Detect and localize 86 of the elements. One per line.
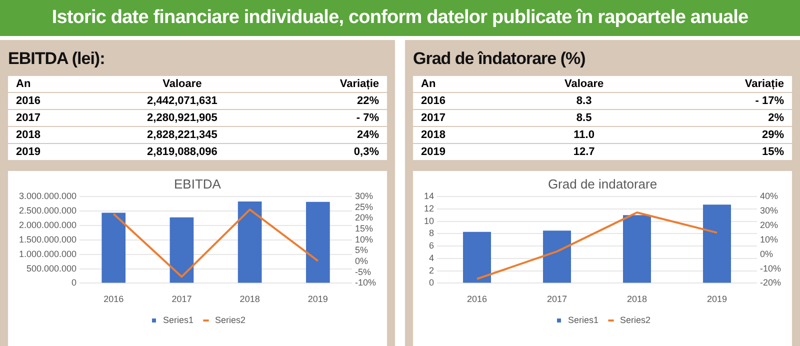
y-tick-label: 1.500.000.000 [18, 234, 77, 244]
text: Variație [653, 76, 792, 92]
y-tick-label: 6 [428, 240, 434, 251]
text: 2% [653, 110, 792, 126]
y2-tick-label: -10% [760, 263, 782, 274]
y2-tick-label: 25% [354, 202, 374, 212]
x-tick-label: 2019 [308, 294, 328, 304]
text: Valoare [514, 76, 654, 92]
text: 2018 [8, 126, 92, 144]
y-tick-label: 10 [424, 216, 434, 226]
y2-tick-label: 15% [354, 224, 374, 234]
text: 15% [653, 144, 792, 160]
y-tick-label: 0 [72, 278, 77, 288]
x-tick-label: 2018 [626, 294, 648, 304]
y2-tick-label: -5% [354, 266, 372, 277]
y2-tick-label: 40% [760, 191, 778, 202]
y-tick-label: 8 [428, 228, 434, 238]
bar [170, 217, 194, 283]
text: Variație [272, 76, 387, 92]
y-tick-label: 0 [428, 278, 434, 288]
y-tick-label: 4 [428, 252, 434, 263]
text: 2017 [8, 110, 92, 126]
text: 2019 [8, 144, 92, 160]
y-tick-label: 1.000.000.000 [18, 248, 77, 259]
text: 2,828,221,345 [92, 126, 272, 144]
text: 24% [272, 126, 387, 144]
text: 29% [653, 126, 792, 144]
x-tick-label: 2016 [466, 294, 488, 304]
x-tick-label: 2017 [172, 294, 192, 304]
y-tick-label: 2.000.000.000 [18, 220, 77, 230]
text: 11.0 [514, 126, 654, 144]
y2-tick-label: 30% [760, 206, 778, 216]
text: 0,3% [272, 144, 387, 160]
y-tick-label: 500.000.000 [26, 263, 77, 274]
text: 2,280,921,905 [92, 110, 272, 126]
text: 2016 [8, 92, 92, 110]
text: 2019 [413, 144, 515, 160]
bar [238, 202, 262, 283]
y-tick-label: 14 [424, 191, 434, 202]
x-tick-label: 2016 [104, 294, 124, 304]
text: 2017 [413, 110, 515, 126]
text: 2,819,088,096 [92, 144, 272, 160]
x-tick-label: 2017 [546, 294, 568, 304]
y-tick-label: 12 [424, 203, 434, 214]
legend-label: Series1 [162, 314, 194, 325]
text: - 7% [272, 110, 387, 126]
x-tick-label: 2019 [706, 294, 728, 304]
legend-label: Series2 [215, 314, 246, 325]
bar [306, 202, 330, 283]
y2-tick-label: 5% [354, 245, 368, 256]
bar [623, 215, 651, 283]
bar [102, 212, 126, 283]
y2-tick-label: -10% [354, 278, 376, 288]
bar [702, 204, 731, 283]
y-tick-label: 3.000.000.000 [18, 191, 77, 202]
legend-label: Series2 [620, 314, 651, 325]
chart-title: EBITDA [174, 176, 222, 192]
y2-tick-label: 0% [354, 256, 368, 266]
y2-tick-label: 30% [354, 191, 374, 202]
y2-tick-label: 10% [760, 234, 778, 244]
text: EBITDA (lei): [8, 48, 106, 70]
text: An [8, 76, 92, 92]
text: 2,442,071,631 [92, 92, 272, 110]
text: 8.3 [514, 92, 654, 110]
y2-tick-label: -20% [760, 278, 782, 288]
y2-tick-label: 20% [354, 212, 374, 223]
bar [543, 230, 571, 283]
text: Istoric date financiare individuale, conform datelor publicate în rapoartele anuale [0, 0, 800, 36]
y-tick-label: 2.500.000.000 [18, 206, 77, 216]
legend-label: Series1 [568, 314, 598, 325]
text: 12.7 [514, 144, 654, 160]
text: An [413, 76, 515, 92]
text: Valoare [92, 76, 272, 92]
text: Grad de îndatorare (%) [413, 48, 586, 70]
text: 8.5 [514, 110, 654, 126]
text: 2018 [413, 126, 515, 144]
y-tick-label: 2 [428, 265, 434, 276]
y2-tick-label: 0% [760, 248, 774, 259]
chart-title: Grad de indatorare [548, 176, 658, 192]
bar [463, 232, 492, 283]
text: 2016 [413, 92, 515, 110]
y2-tick-label: 10% [354, 234, 374, 244]
x-tick-label: 2018 [240, 294, 260, 304]
text: - 17% [653, 92, 792, 110]
y2-tick-label: 20% [760, 220, 778, 230]
text: 22% [272, 92, 387, 110]
